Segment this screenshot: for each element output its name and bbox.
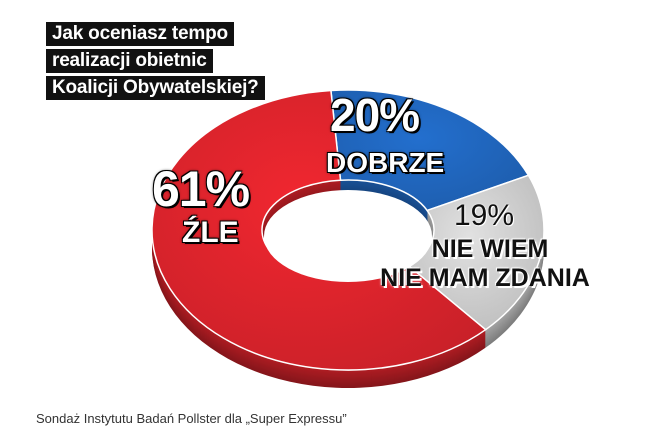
source-note: Sondaż Instytutu Badań Pollster dla „Sup…	[36, 411, 347, 426]
chart-title: Jak oceniasz tempo realizacji obietnic K…	[46, 22, 280, 103]
slice-value-label: 19%	[454, 199, 515, 232]
title-line: Jak oceniasz tempo	[46, 22, 234, 46]
donut-top-layer	[151, 89, 545, 371]
slice-value-label: 61%	[152, 161, 250, 217]
title-line: realizacji obietnic	[46, 49, 213, 73]
slice-category-label: ŹLE	[182, 216, 239, 249]
donut-hole	[264, 190, 432, 282]
slice-category-label: NIE MAM ZDANIA	[380, 264, 590, 292]
title-line: Koalicji Obywatelskiej?	[46, 76, 265, 100]
slice-category-label: DOBRZE	[326, 147, 445, 178]
slice	[407, 174, 545, 331]
slice	[330, 89, 530, 212]
slice-value-label: 20%	[330, 89, 420, 141]
slice-category-label: NIE WIEM	[431, 235, 549, 263]
